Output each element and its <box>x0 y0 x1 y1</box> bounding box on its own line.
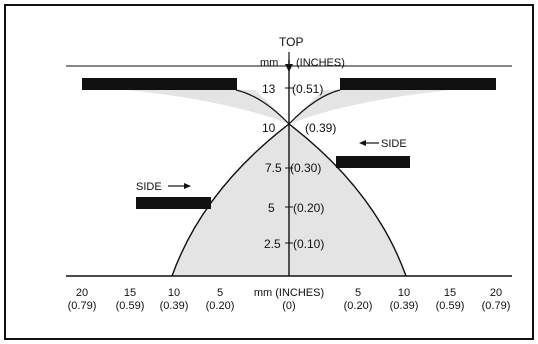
units-header-mm: mm <box>260 57 278 69</box>
bottom-label-in: (0) <box>282 300 295 312</box>
v-label-mm: 7.5 <box>265 161 282 175</box>
top-label: TOP <box>279 35 303 49</box>
bottom-label-in: (0.39) <box>390 300 419 312</box>
side-label-left: SIDE <box>136 181 162 193</box>
bottom-label-mm: 20 <box>76 287 88 299</box>
bottom-label-mm: 5 <box>217 287 223 299</box>
bottom-label-mm: 15 <box>444 287 456 299</box>
v-label-mm: 2.5 <box>264 237 281 251</box>
bottom-label-mm: 10 <box>168 287 180 299</box>
side-bar-right <box>336 156 410 168</box>
cone-curve-right <box>288 123 407 277</box>
bottom-label-mm: mm (INCHES) <box>254 287 324 299</box>
v-label-mm: 5 <box>268 201 275 215</box>
cone-curve-left <box>171 123 290 277</box>
bottom-label-mm: 15 <box>124 287 136 299</box>
v-label-in: (0.10) <box>293 237 324 251</box>
bottom-scale: 20 (0.79) 15 (0.59) 10 (0.39) 5 (0.20) m… <box>68 287 511 312</box>
bottom-label-mm: 10 <box>398 287 410 299</box>
top-bar-right <box>340 78 496 90</box>
v-label-in: (0.30) <box>290 161 321 175</box>
side-arrow-left-head-icon <box>184 183 191 189</box>
bottom-label-in: (0.59) <box>436 300 465 312</box>
bottom-label-in: (0.39) <box>160 300 189 312</box>
bottom-label-mm: 5 <box>355 287 361 299</box>
bottom-label-in: (0.20) <box>344 300 373 312</box>
side-label-right: SIDE <box>381 138 407 150</box>
top-side-curve-right <box>288 89 341 125</box>
bottom-label-in: (0.79) <box>482 300 511 312</box>
bottom-label-mm: 20 <box>490 287 502 299</box>
side-arrow-right-head-icon <box>359 140 366 146</box>
v-label-in: (0.51) <box>292 82 323 96</box>
units-header-inches: (INCHES) <box>296 57 345 69</box>
v-label-in: (0.39) <box>305 121 336 135</box>
bottom-label-in: (0.20) <box>206 300 235 312</box>
top-bar-left <box>82 78 237 90</box>
top-side-curve-left <box>235 89 290 125</box>
bottom-label-in: (0.59) <box>116 300 145 312</box>
side-bar-left <box>136 197 211 209</box>
bottom-label-in: (0.79) <box>68 300 97 312</box>
v-label-in: (0.20) <box>293 201 324 215</box>
v-label-mm: 13 <box>262 82 276 96</box>
v-label-mm: 10 <box>262 121 276 135</box>
top-arrow-head-icon <box>285 64 293 72</box>
